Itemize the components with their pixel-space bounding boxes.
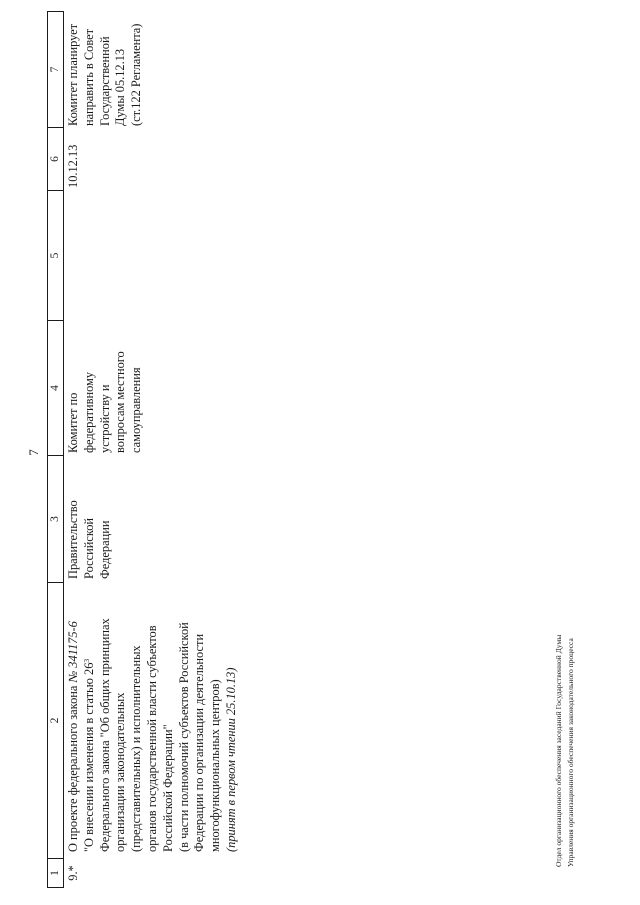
header-cell-2: 2 [48,582,63,858]
cell-date: 10.12.13 [66,144,80,188]
text-line: органов государственной власти субъектов [144,625,159,852]
cell-bill-title: О проекте федерального закона № 341175-6… [66,618,240,852]
text-line: направить в Совет [81,28,96,126]
cell-committee-plan: Комитет планирует направить в Совет Госуда… [66,24,145,126]
text-line: Правительство [66,500,80,579]
text-line: организации законодательных [113,692,128,852]
header-cell-4: 4 [48,320,63,455]
header-cell-7: 7 [49,66,61,73]
text-line: Российской Федерации" [160,724,175,852]
text-line: Управления организационного обеспечения … [565,638,575,867]
text-line: федеративному [81,371,96,453]
text-line: вопросам местного [113,351,128,453]
text-line: Федерального закона "Об общих принципах [97,618,112,852]
text-line: Комитет по [66,392,80,453]
text-line: Отдел организационного обеспечения засед… [554,634,563,867]
header-cell-3: 3 [48,455,63,582]
text-line: Комитет планирует [66,23,80,126]
text-line: (представительных) и исполнительных [129,645,144,852]
text-line: устройству и [97,384,112,453]
text-line: Думы 05.12.13 [113,48,128,126]
text-line: О проекте федерального закона № 341175-6 [66,621,80,852]
header-cell-6: 6 [48,127,63,190]
text-line: самоуправления [129,367,144,453]
cell-initiator: Правительство Российской Федерации [66,500,113,579]
text-line: (принят в первом чтении 25.10.13) [223,667,238,852]
text-line: Государственной [97,36,112,126]
text-line: Федерации [97,520,112,579]
table-header-row: 1 2 3 4 5 6 7 [47,11,64,888]
cell-responsible-committee: Комитет по федеративному устройству и вопро… [66,351,145,453]
text-line: (в части полномочий субъектов Российской [176,622,191,852]
text-line: Российской [81,517,96,579]
footer-note: Отдел организационного обеспечения засед… [553,635,576,867]
page-number: 7 [26,449,41,456]
text-line: "О внесении изменения в статью 263 [81,658,96,852]
text-line: Федерации по организации деятельности [192,633,207,852]
header-cell-1: 1 [48,858,63,887]
text-line: многофункциональных центров) [208,679,223,852]
header-cell-5: 5 [48,190,63,320]
text-line: (ст.122 Регламента) [129,23,144,126]
row-number: 9.* [66,865,80,881]
